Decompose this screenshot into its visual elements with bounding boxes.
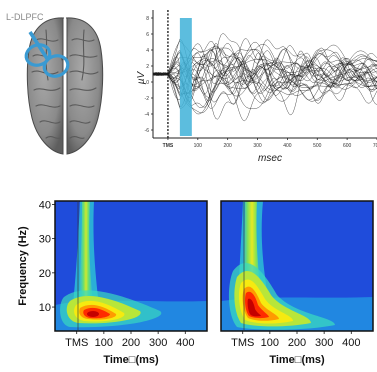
spectrogram-left-y-tick-label: 30: [39, 234, 51, 246]
spectrogram-left-y-tick-label: 40: [39, 199, 51, 211]
eeg-y-tick-label: -2: [145, 96, 150, 102]
eeg-x-tick-label: 600: [343, 143, 352, 149]
eeg-y-tick-label: -6: [145, 128, 150, 134]
eeg-y-tick-label: 8: [146, 16, 149, 22]
spectrogram-panel-right: TMS 100 200 300 400 Time□(ms): [215, 185, 377, 367]
spectrogram-right-x-tick-label: 300: [315, 337, 333, 349]
eeg-y-ticks: 8 6 4 2 0 -2 -4 -6: [145, 16, 153, 134]
spectrogram-right-x-axis-label: Time□(ms): [269, 354, 325, 366]
spectrogram-right-field: [221, 201, 373, 331]
spectrogram-right-x-tick-label: 100: [261, 337, 279, 349]
eeg-x-ticks: TMS 100 200 300 400 500 600 700: [163, 138, 377, 149]
brain-region-label: L-DLPFC: [6, 12, 44, 22]
eeg-markers: [167, 10, 192, 138]
spectrogram-right-x-tick-label: 200: [288, 337, 306, 349]
eeg-x-tick-label: 500: [313, 143, 322, 149]
eeg-x-tick-label: 700: [373, 143, 377, 149]
spectrogram-left-field: [55, 201, 207, 331]
brain-panel: L-DLPFC: [0, 0, 130, 165]
spectrogram-right-x-ticks: TMS 100 200 300 400: [231, 331, 360, 349]
spectrogram-right-x-tick-label: 400: [342, 337, 360, 349]
spectrogram-left-x-tick-label: 100: [95, 337, 113, 349]
spectrogram-left-y-tick-label: 20: [39, 268, 51, 280]
eeg-x-tick-label: TMS: [163, 143, 174, 149]
spectrogram-left-x-tick-label: 300: [149, 337, 167, 349]
eeg-y-tick-label: -4: [145, 112, 150, 118]
spectrogram-left-x-tick-label: 400: [176, 337, 194, 349]
spectrogram-panel-left: 10 20 30 40 TMS 100 200 300 400 Frequency (Hz) …: [0, 185, 215, 367]
spectrogram-left-y-axis-label: Frequency (Hz): [17, 226, 29, 306]
eeg-x-tick-label: 100: [194, 143, 203, 149]
spectrogram-left-x-ticks: TMS 100 200 300 400: [65, 331, 194, 349]
spectrogram-left-x-axis-label: Time□(ms): [103, 354, 159, 366]
eeg-x-axis-label: msec: [258, 153, 282, 164]
spectrogram-right-chart: TMS 100 200 300 400 Time□(ms): [220, 200, 374, 366]
eeg-y-tick-label: 0: [146, 80, 149, 86]
spectrogram-right-x-tick-label: TMS: [231, 337, 254, 349]
right-hemisphere: [65, 17, 104, 155]
spectrogram-left-y-tick-label: 10: [39, 302, 51, 314]
eeg-y-tick-label: 2: [146, 64, 149, 70]
eeg-analysis-window: [179, 18, 192, 136]
brain-illustration: L-DLPFC: [6, 12, 104, 155]
eeg-y-tick-label: 6: [146, 32, 149, 38]
spectrogram-left-y-ticks: 10 20 30 40: [39, 199, 55, 314]
eeg-x-tick-label: 300: [253, 143, 262, 149]
eeg-x-tick-label: 400: [283, 143, 292, 149]
eeg-x-tick-label: 200: [223, 143, 232, 149]
tms-coil: [24, 31, 70, 78]
spectrogram-left-x-tick-label: TMS: [65, 337, 88, 349]
eeg-y-axis-label: µV: [136, 70, 147, 84]
eeg-y-tick-label: 4: [146, 48, 149, 54]
spectrogram-left-x-tick-label: 200: [122, 337, 140, 349]
left-hemisphere: [26, 17, 65, 155]
